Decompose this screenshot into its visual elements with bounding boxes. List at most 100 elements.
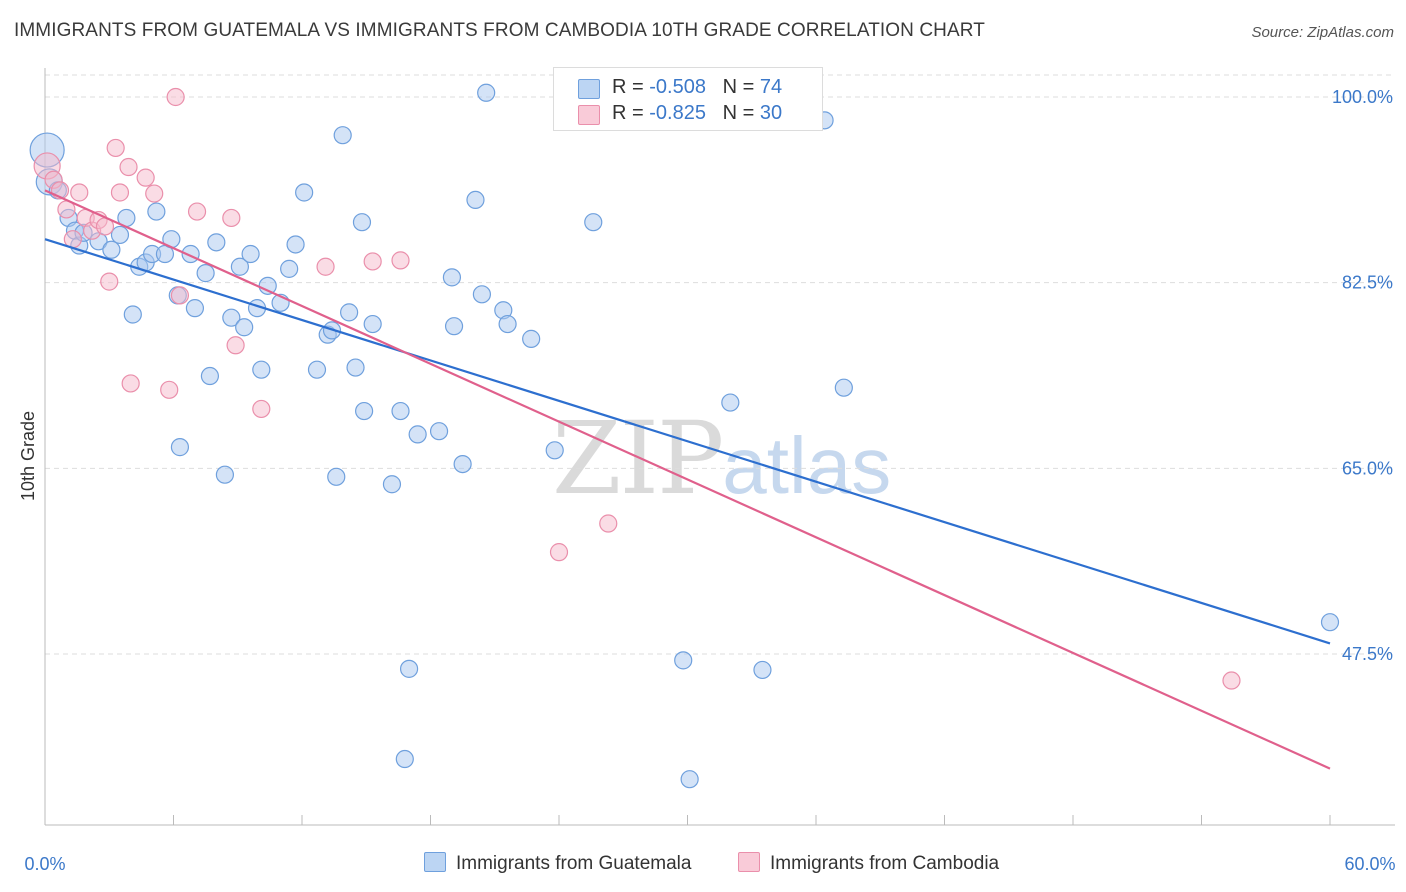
cambodia-point — [599, 514, 618, 533]
bottom-legend-swatch-guatemala — [424, 852, 446, 872]
guatemala-point — [235, 318, 254, 337]
guatemala-point — [442, 268, 462, 287]
r-value: -0.825 — [649, 102, 706, 124]
legend-swatch-guatemala — [578, 79, 600, 99]
cambodia-point — [226, 336, 245, 355]
guatemala-point — [230, 257, 249, 276]
guatemala-point — [399, 659, 419, 678]
cambodia-point — [119, 157, 138, 177]
guatemala-point — [185, 299, 205, 318]
guatemala-point — [102, 240, 121, 259]
guatemala-point — [498, 314, 517, 334]
y-axis-label: 10th Grade — [18, 411, 38, 501]
cambodia-point — [70, 183, 89, 202]
guatemala-point — [680, 770, 699, 789]
bottom-legend-label-guatemala: Immigrants from Guatemala — [456, 853, 692, 874]
r-label: R = — [612, 76, 644, 98]
cambodia-points — [33, 87, 1241, 690]
y-tick-label: 65.0% — [1342, 458, 1393, 478]
guatemala-point — [429, 422, 449, 441]
legend-swatch-cambodia — [578, 105, 600, 125]
bottom-legend-swatch-cambodia — [738, 852, 760, 872]
guatemala-point — [721, 393, 740, 412]
guatemala-point — [753, 660, 772, 680]
guatemala-point — [408, 425, 427, 444]
cambodia-point — [187, 202, 207, 221]
guatemala-point — [196, 264, 215, 283]
guatemala-point — [477, 83, 496, 102]
watermark-zip: ZIP — [552, 400, 724, 517]
guatemala-point — [327, 467, 346, 486]
bottom-legend-guatemala: Immigrants from Guatemala — [424, 852, 691, 875]
guatemala-point — [355, 401, 374, 421]
guatemala-point — [333, 126, 352, 145]
guatemala-point — [472, 285, 491, 304]
grid-lines — [45, 74, 1395, 655]
chart-title: IMMIGRANTS FROM GUATEMALA VS IMMIGRANTS … — [14, 20, 985, 41]
y-tick-label: 47.5% — [1342, 644, 1393, 664]
guatemala-point — [222, 308, 241, 327]
bottom-legend-cambodia: Immigrants from Cambodia — [738, 852, 999, 875]
tick-labels: 100.0% 82.5% 65.0% 47.5% 0.0% 60.0% — [24, 87, 1395, 874]
guatemala-trend-line — [44, 238, 1331, 645]
y-tick-label: 82.5% — [1342, 273, 1393, 293]
guatemala-point — [110, 225, 130, 245]
guatemala-point — [363, 314, 382, 334]
cambodia-point — [106, 138, 125, 158]
guatemala-point — [286, 235, 305, 254]
guatemala-point — [834, 378, 853, 397]
cambodia-point — [136, 168, 155, 187]
guatemala-point — [123, 305, 142, 324]
guatemala-point — [444, 317, 464, 336]
cambodia-point — [145, 184, 164, 203]
trend-lines — [44, 189, 1331, 770]
cambodia-point — [549, 543, 569, 562]
n-value: 74 — [759, 76, 783, 98]
guatemala-point — [200, 366, 220, 386]
guatemala-point — [584, 213, 603, 232]
legend-text-cambodia: R = -0.825 N = 30 — [612, 102, 782, 125]
guatemala-point — [391, 401, 410, 421]
guatemala-point — [346, 358, 365, 377]
guatemala-point — [466, 190, 485, 210]
guatemala-point — [1320, 613, 1340, 632]
guatemala-point — [280, 259, 299, 278]
guatemala-point — [307, 360, 327, 379]
cambodia-point — [252, 399, 271, 419]
watermark-atlas: atlas — [722, 421, 892, 510]
cambodia-point — [316, 257, 335, 276]
legend-stats: R = -0.508 N = 74 R = -0.825 N = 30 — [553, 67, 823, 131]
y-tick-label: 100.0% — [1332, 87, 1393, 107]
x-tick-label: 60.0% — [1344, 854, 1395, 874]
cambodia-point — [222, 208, 241, 228]
r-label: R = — [612, 102, 644, 124]
guatemala-point — [258, 276, 277, 295]
guatemala-point — [295, 183, 314, 202]
cambodia-point — [166, 87, 185, 107]
guatemala-points — [29, 83, 1340, 789]
guatemala-point — [252, 360, 271, 379]
watermark: ZIPatlas — [552, 400, 891, 517]
r-value: -0.508 — [649, 76, 706, 98]
guatemala-point — [147, 202, 166, 221]
axes — [44, 68, 1395, 826]
n-label: N = — [722, 76, 755, 98]
cambodia-point — [363, 252, 382, 271]
guatemala-point — [674, 651, 693, 670]
n-value: 30 — [759, 102, 783, 124]
source-credit: Source: ZipAtlas.com — [1251, 24, 1394, 41]
n-label: N = — [722, 102, 755, 124]
cambodia-point — [160, 380, 179, 399]
guatemala-point — [340, 303, 359, 322]
cambodia-point — [121, 374, 140, 393]
x-tick-label: 0.0% — [24, 854, 65, 874]
guatemala-point — [352, 213, 372, 232]
cambodia-point — [1222, 671, 1241, 690]
guatemala-point — [241, 244, 260, 264]
cambodia-point — [170, 286, 190, 305]
guatemala-point — [215, 465, 234, 484]
legend-text-guatemala: R = -0.508 N = 74 — [612, 76, 782, 99]
cambodia-trend-line — [44, 189, 1331, 770]
guatemala-point — [522, 329, 541, 348]
